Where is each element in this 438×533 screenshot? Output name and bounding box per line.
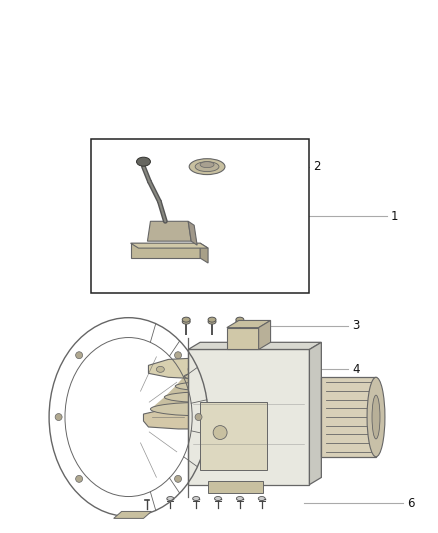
Polygon shape [150, 397, 266, 409]
Ellipse shape [200, 161, 214, 168]
Ellipse shape [208, 319, 216, 324]
Ellipse shape [202, 356, 214, 364]
Ellipse shape [164, 392, 252, 402]
Text: 6: 6 [407, 497, 414, 510]
Ellipse shape [196, 364, 220, 375]
Ellipse shape [252, 366, 260, 373]
Bar [208, 481, 263, 492]
Polygon shape [175, 376, 241, 386]
Polygon shape [184, 367, 232, 376]
Text: 3: 3 [352, 319, 360, 332]
Ellipse shape [258, 497, 265, 500]
Ellipse shape [184, 373, 232, 380]
Ellipse shape [236, 317, 244, 322]
Text: 2: 2 [314, 160, 321, 173]
Ellipse shape [189, 159, 225, 175]
Ellipse shape [167, 497, 174, 500]
Polygon shape [131, 243, 200, 258]
Ellipse shape [76, 352, 83, 359]
Ellipse shape [188, 360, 228, 378]
Ellipse shape [175, 352, 181, 359]
Ellipse shape [195, 414, 202, 421]
Polygon shape [188, 342, 321, 350]
Bar [200, 402, 267, 470]
Polygon shape [200, 243, 208, 263]
Text: 5: 5 [352, 408, 360, 421]
Polygon shape [144, 408, 273, 429]
Bar [91, 139, 309, 293]
Ellipse shape [193, 497, 200, 500]
Ellipse shape [367, 377, 385, 457]
Ellipse shape [182, 317, 190, 322]
Ellipse shape [215, 497, 222, 500]
Polygon shape [114, 512, 152, 519]
Polygon shape [259, 320, 271, 350]
Ellipse shape [137, 157, 150, 166]
Polygon shape [188, 221, 197, 245]
Ellipse shape [150, 402, 266, 416]
Text: 4: 4 [352, 363, 360, 376]
Polygon shape [148, 358, 268, 379]
Ellipse shape [156, 366, 164, 373]
Ellipse shape [208, 317, 216, 322]
Polygon shape [227, 320, 271, 328]
Ellipse shape [175, 382, 241, 391]
Ellipse shape [213, 425, 227, 440]
Polygon shape [164, 386, 252, 397]
Ellipse shape [198, 357, 218, 362]
Ellipse shape [55, 414, 62, 421]
Polygon shape [192, 359, 224, 367]
Bar [321, 377, 376, 457]
Polygon shape [309, 342, 321, 484]
Polygon shape [148, 221, 191, 241]
Ellipse shape [175, 475, 181, 482]
Ellipse shape [182, 319, 190, 324]
Ellipse shape [372, 395, 380, 439]
Ellipse shape [192, 364, 224, 371]
Polygon shape [131, 243, 208, 248]
Bar [188, 350, 309, 484]
Bar [227, 328, 259, 350]
Ellipse shape [195, 161, 219, 172]
Ellipse shape [76, 475, 83, 482]
Ellipse shape [237, 497, 244, 500]
Text: 1: 1 [391, 210, 399, 223]
Ellipse shape [236, 319, 244, 324]
